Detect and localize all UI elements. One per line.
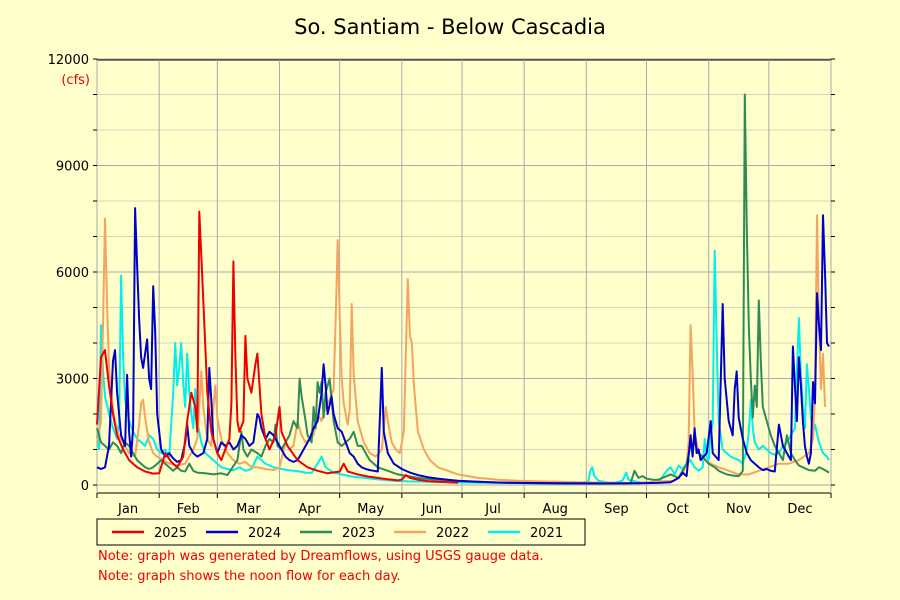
y-axis-unit-label: (cfs) [61,73,90,88]
x-tick-label: Jul [484,502,501,517]
legend-label-2022: 2022 [436,526,469,541]
x-tick-label: Feb [177,502,200,517]
y-tick-label: 12000 [48,53,89,68]
legend-label-2021: 2021 [530,526,563,541]
x-tick-label: Aug [543,502,568,517]
plot-area: 0 3000 6000 9000 12000 Jan Feb Mar Apr May Jun Jul A… [48,53,835,517]
y-tick-label: 0 [81,479,89,494]
legend-label-2024: 2024 [248,526,281,541]
x-tick-label: Sep [604,502,629,517]
chart-title: So. Santiam - Below Cascadia [294,15,606,39]
x-tick-label: Jan [117,502,138,517]
series-lines [96,93,830,485]
series-line-2025 [96,210,459,484]
y-tick-label: 3000 [56,373,89,388]
series-line-2023 [96,93,830,485]
legend: 2025 2024 2023 2022 2021 [96,518,586,546]
x-tick-label: Dec [787,502,812,517]
x-tick-label: Jun [421,502,442,517]
x-tick-label: Oct [666,502,688,517]
x-tick-label: May [357,502,384,517]
note-noon-flow: Note: graph shows the noon flow for each… [98,569,401,584]
grid-lines [96,58,832,493]
y-tick-label: 6000 [56,266,89,281]
note-data-source: Note: graph was generated by Dreamflows,… [98,549,544,564]
legend-label-2023: 2023 [342,526,375,541]
axis-ticks: 0 3000 6000 9000 12000 Jan Feb Mar Apr May Jun Jul A… [48,53,835,517]
series-line-2024 [96,207,830,485]
x-tick-label: Nov [726,502,752,517]
y-tick-label: 9000 [56,160,89,175]
x-tick-label: Mar [236,502,261,517]
legend-box [96,518,586,546]
legend-label-2025: 2025 [154,526,187,541]
x-tick-label: Apr [298,502,321,517]
